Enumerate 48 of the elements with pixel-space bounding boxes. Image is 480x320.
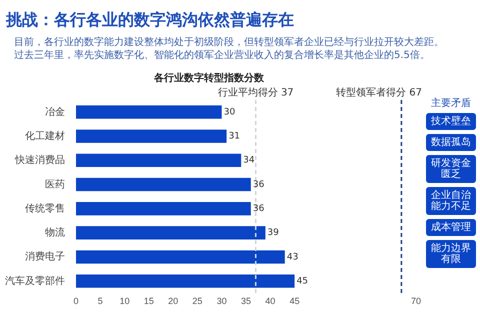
- text: 成本管理: [426, 219, 476, 236]
- y-tick-label: 传统零售: [25, 202, 65, 214]
- text: 过去三年里，率先实施数字化、智能化的领军企业营业收入的复合增长率是其他企业的5.5倍。: [14, 49, 431, 62]
- x-tick-label: 70: [410, 296, 421, 306]
- data-label: 45: [296, 276, 308, 286]
- text: 目前，各行业的数字能力建设整体均处于初级阶段，但转型领军者企业已经与行业拉开较大差距。: [14, 36, 445, 49]
- chart-title: 各行业数字转型指数分数: [153, 72, 265, 84]
- x-tick-label: 5: [98, 296, 103, 306]
- y-tick-label: 物流: [45, 226, 65, 239]
- bar: [76, 105, 222, 119]
- x-tick-label: 40: [265, 296, 276, 306]
- ref-line-label: 行业平均得分 37: [218, 86, 294, 99]
- data-label: 34: [243, 156, 255, 166]
- x-tick-label: 10: [120, 296, 130, 306]
- y-tick-label: 冶金: [45, 106, 65, 118]
- y-tick-label: 医药: [45, 178, 65, 190]
- text: 研发资金匮乏: [426, 155, 476, 183]
- text: 技术壁垒: [426, 113, 476, 130]
- bar: [76, 202, 251, 216]
- text: 主要矛盾: [430, 96, 472, 110]
- x-tick-label: 25: [192, 296, 202, 306]
- data-label: 31: [228, 132, 240, 142]
- bar: [76, 154, 242, 168]
- x-tick-label: 0: [73, 296, 79, 306]
- x-tick-label: 30: [216, 296, 227, 306]
- bar: [76, 226, 266, 240]
- x-tick-label: 20: [168, 296, 178, 306]
- bar: [76, 274, 295, 288]
- text: 数据孤岛: [426, 134, 476, 151]
- data-label: 30: [224, 107, 236, 118]
- data-label: 39: [267, 228, 280, 238]
- bar: [76, 130, 227, 143]
- y-tick-label: 快速消费品: [14, 154, 65, 166]
- text: 企业自治能力不足: [426, 187, 476, 215]
- y-tick-label: 化工建材: [25, 130, 65, 142]
- chart-subtitle: 挑战：各行各业的数字鸿沟依然普遍存在: [6, 10, 294, 31]
- y-tick-label: 汽车及零部件: [5, 274, 65, 287]
- bar: [76, 178, 251, 192]
- bar: [76, 250, 285, 264]
- text: 能力边界有限: [426, 240, 476, 268]
- ref-line-label: 转型领军者得分 67: [336, 86, 422, 99]
- x-tick-label: 45: [290, 296, 300, 306]
- data-label: 36: [252, 180, 265, 190]
- x-tick-label: 15: [144, 296, 154, 306]
- y-tick-label: 消费电子: [25, 250, 65, 263]
- data-label: 36: [252, 204, 265, 214]
- data-label: 43: [286, 252, 298, 262]
- x-tick-label: 35: [240, 296, 252, 306]
